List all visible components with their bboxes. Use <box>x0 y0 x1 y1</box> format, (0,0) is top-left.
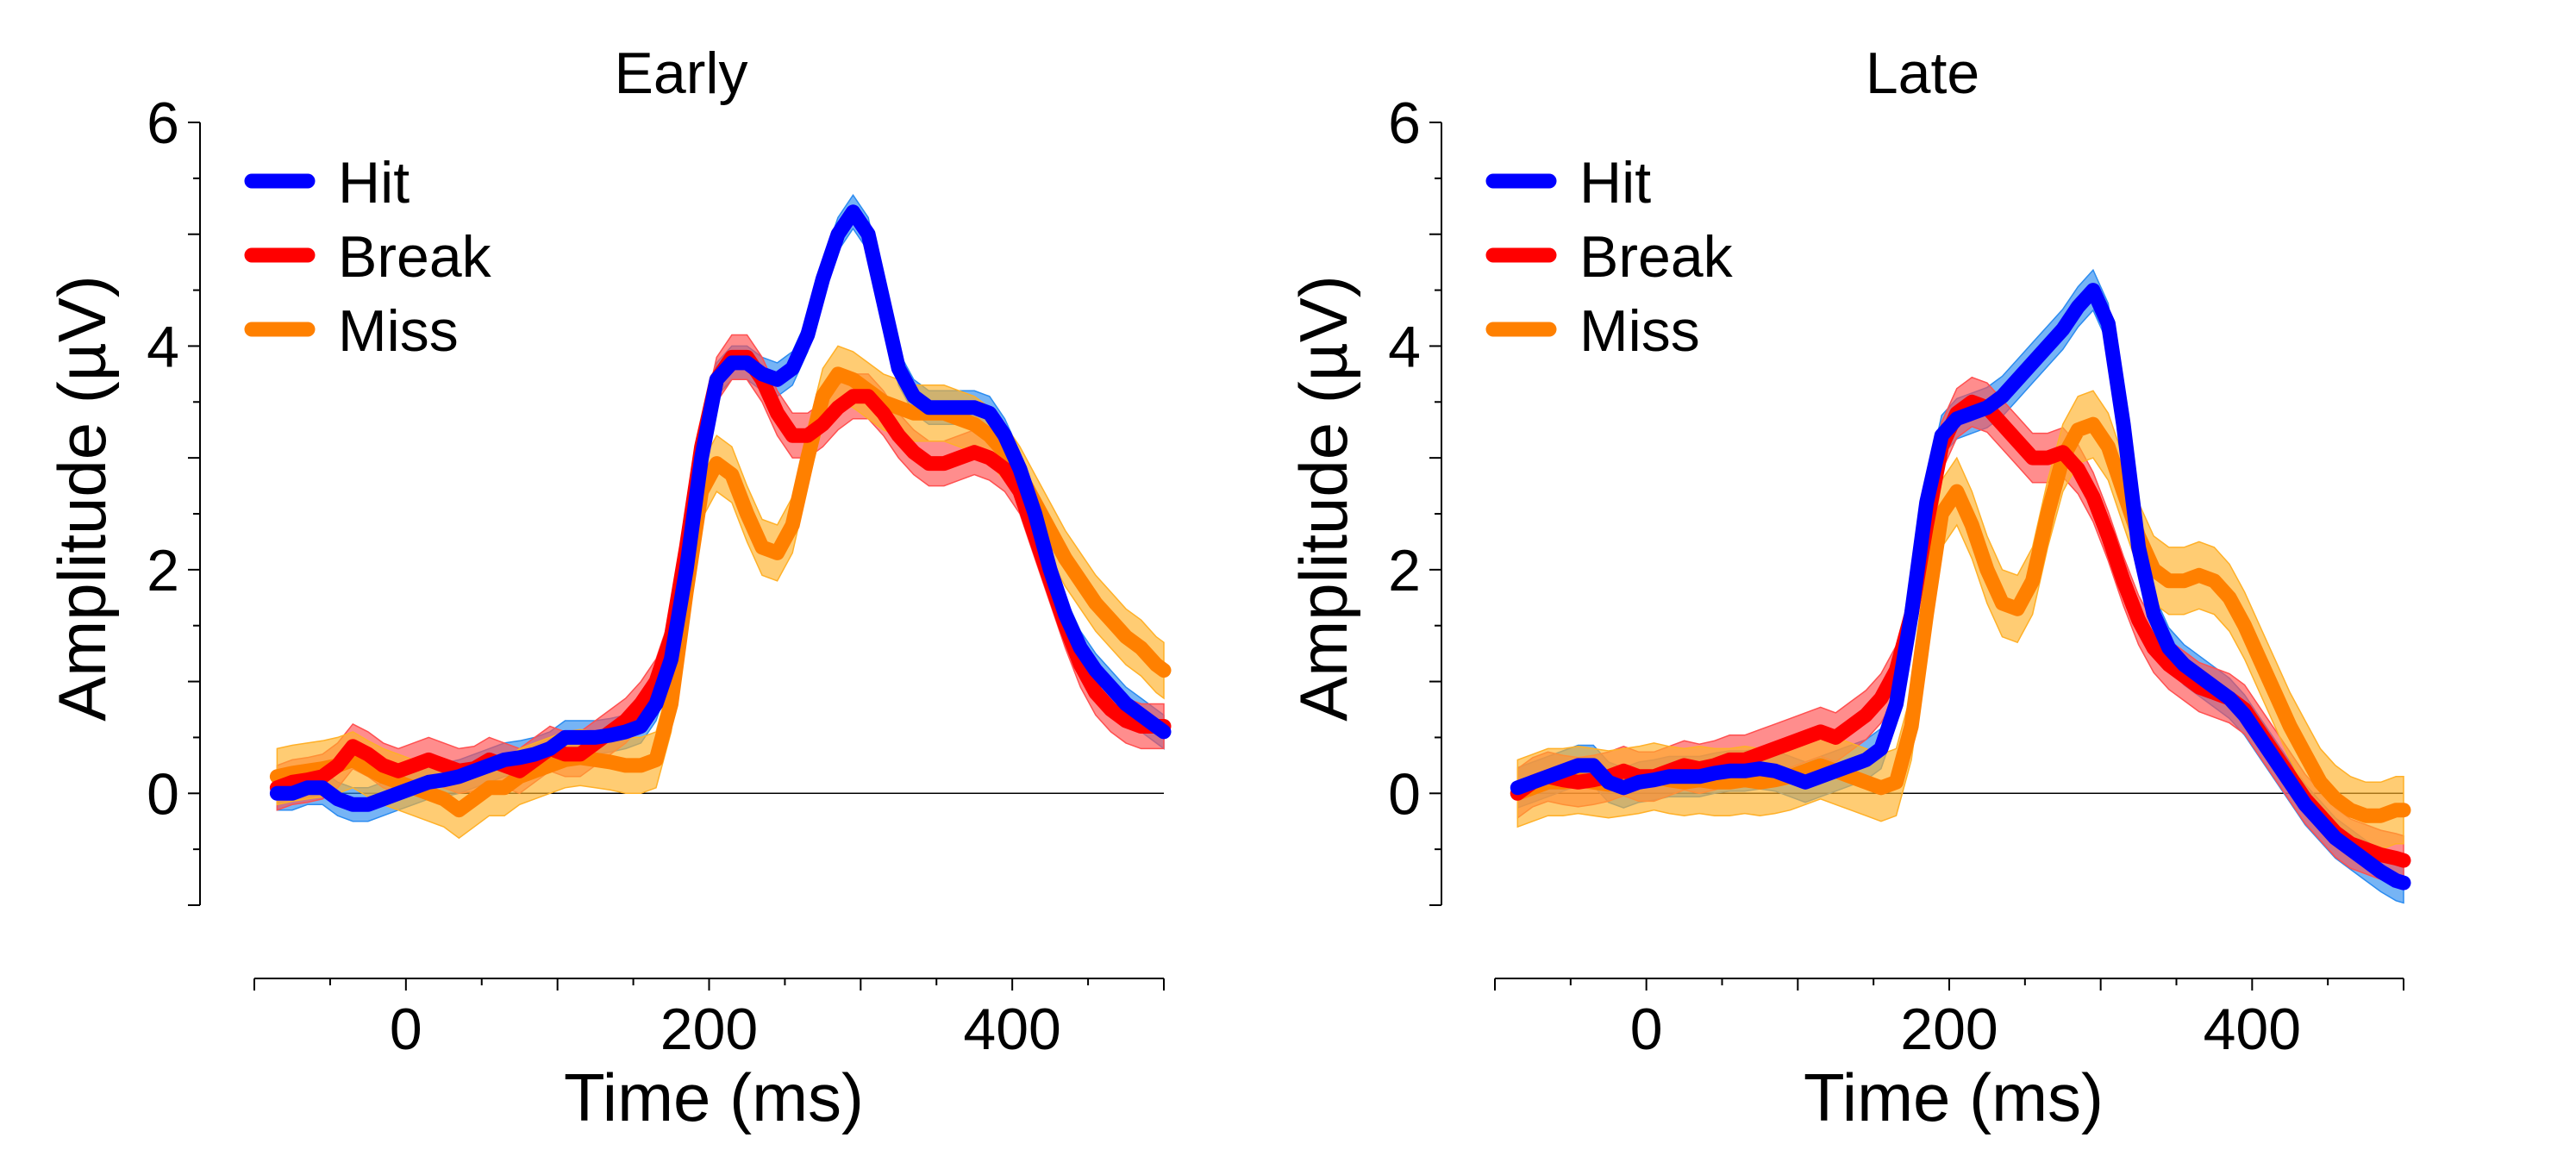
early-plot-area: 0 2 4 6 0 200 400 Hit Break Miss <box>147 91 1172 1062</box>
error-band-break <box>276 334 1165 811</box>
y-axis-label: Amplitude (µV) <box>44 275 120 721</box>
y-axis-label: Amplitude (µV) <box>1285 275 1361 721</box>
legend-label-hit: Hit <box>338 150 410 216</box>
y-tick-label: 2 <box>1388 538 1421 603</box>
legend-label-hit: Hit <box>1579 150 1651 216</box>
y-tick-label: 2 <box>147 538 179 603</box>
y-tick-label: 6 <box>147 91 179 156</box>
panel-title: Late <box>1866 41 1979 106</box>
x-tick-label: 0 <box>390 997 422 1062</box>
error-band-miss <box>276 345 1165 840</box>
y-tick-label: 0 <box>1388 761 1421 827</box>
late-plot-area: 0 2 4 6 0 200 400 Hit Break Miss <box>1388 91 2411 1062</box>
legend-label-miss: Miss <box>338 298 459 364</box>
panel-title: Early <box>615 41 748 106</box>
x-tick-label: 0 <box>1630 997 1663 1062</box>
series-line-break <box>269 349 1172 796</box>
panel-early: Early Amplitude (µV) Time (ms) 0 2 4 6 0 200 4… <box>44 41 1172 1135</box>
y-tick-label: 4 <box>147 314 179 379</box>
series-line-hit <box>1510 283 2411 891</box>
legend-label-miss: Miss <box>1579 298 1700 364</box>
x-tick-label: 200 <box>660 997 758 1062</box>
series-line-hit <box>269 204 1172 812</box>
panel-late: Late Amplitude (µV) Time (ms) 0 2 4 6 0 200 40… <box>1285 41 2411 1135</box>
x-tick-label: 400 <box>2204 997 2301 1062</box>
y-tick-label: 6 <box>1388 91 1421 156</box>
legend-label-break: Break <box>338 224 492 290</box>
legend-label-break: Break <box>1579 224 1734 290</box>
x-tick-label: 400 <box>963 997 1060 1062</box>
x-axis-label: Time (ms) <box>1804 1059 2104 1135</box>
x-axis-label: Time (ms) <box>564 1059 864 1135</box>
x-tick-label: 200 <box>1900 997 1998 1062</box>
y-tick-label: 4 <box>1388 314 1421 379</box>
y-tick-label: 0 <box>147 761 179 827</box>
